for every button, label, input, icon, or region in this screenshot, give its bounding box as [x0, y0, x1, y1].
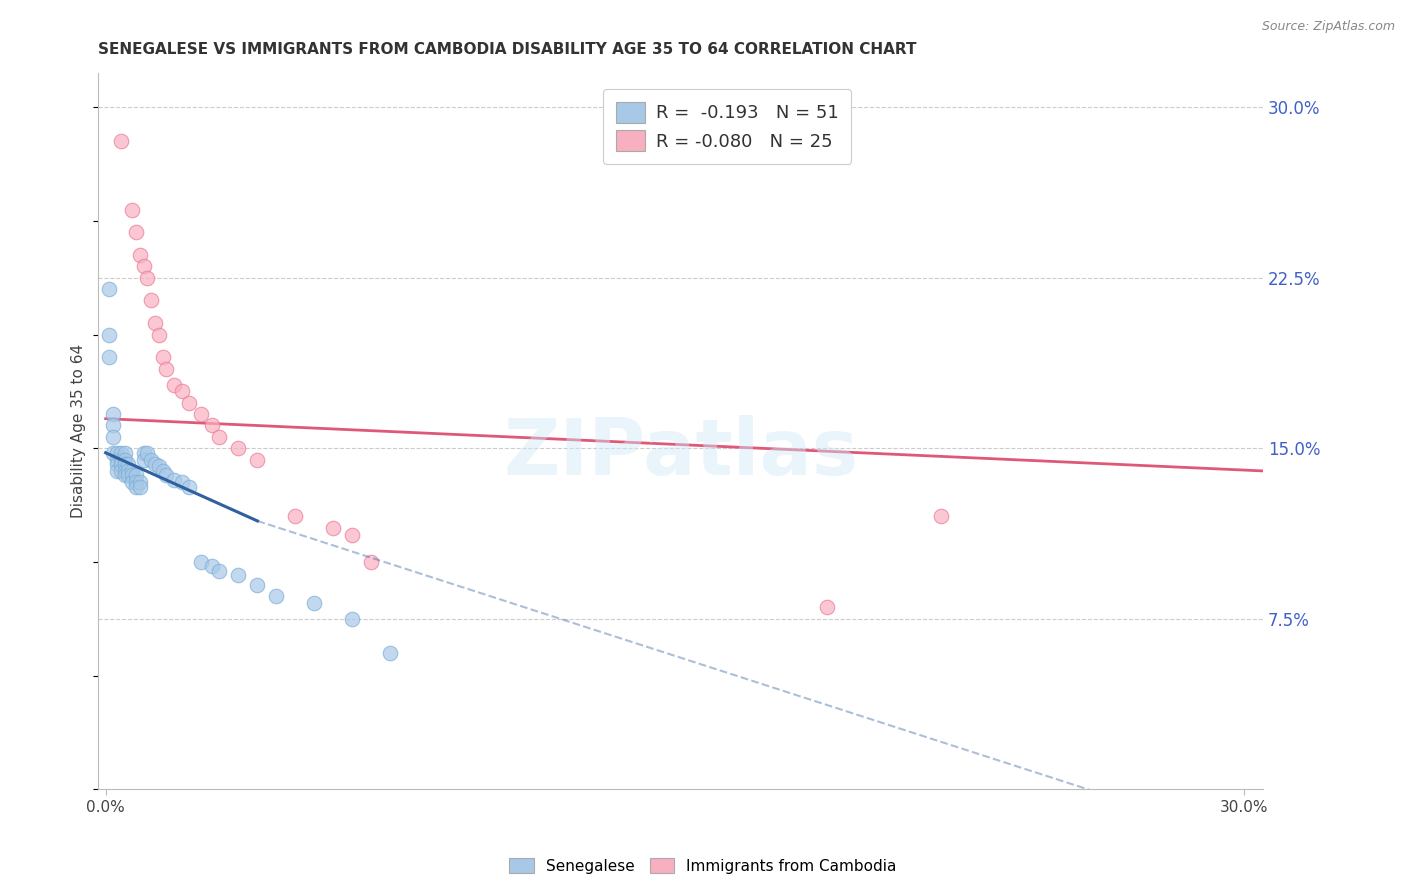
Point	[128, 475, 150, 490]
Point	[170, 475, 193, 490]
Point	[342, 527, 364, 541]
Point	[201, 559, 224, 574]
Point	[266, 589, 288, 603]
Point	[121, 475, 143, 490]
Point	[98, 282, 121, 296]
Point	[132, 452, 155, 467]
Point	[929, 509, 952, 524]
Point	[128, 480, 150, 494]
Point	[190, 407, 212, 421]
Point	[125, 468, 148, 483]
Point	[190, 555, 212, 569]
Point	[125, 480, 148, 494]
Point	[148, 327, 170, 342]
Point	[155, 468, 177, 483]
Point	[103, 430, 125, 444]
Text: ZIPatlas: ZIPatlas	[503, 415, 858, 491]
Point	[208, 564, 231, 578]
Point	[103, 418, 125, 433]
Legend: R =  -0.193   N = 51, R = -0.080   N = 25: R = -0.193 N = 51, R = -0.080 N = 25	[603, 89, 851, 163]
Point	[228, 568, 250, 582]
Point	[141, 452, 163, 467]
Point	[246, 577, 269, 591]
Point	[815, 600, 838, 615]
Point	[103, 407, 125, 421]
Point	[152, 351, 174, 365]
Point	[132, 446, 155, 460]
Point	[170, 384, 193, 399]
Point	[143, 457, 166, 471]
Point	[110, 452, 132, 467]
Point	[179, 480, 201, 494]
Point	[105, 452, 128, 467]
Point	[114, 452, 136, 467]
Point	[136, 270, 159, 285]
Point	[98, 351, 121, 365]
Point	[114, 464, 136, 478]
Point	[284, 509, 307, 524]
Point	[114, 468, 136, 483]
Point	[141, 293, 163, 308]
Point	[148, 459, 170, 474]
Point	[121, 468, 143, 483]
Point	[143, 316, 166, 330]
Point	[125, 475, 148, 490]
Point	[110, 135, 132, 149]
Point	[105, 464, 128, 478]
Point	[110, 446, 132, 460]
Point	[246, 452, 269, 467]
Point	[163, 377, 186, 392]
Point	[98, 327, 121, 342]
Point	[152, 464, 174, 478]
Text: Source: ZipAtlas.com: Source: ZipAtlas.com	[1261, 20, 1395, 33]
Point	[360, 555, 382, 569]
Point	[155, 361, 177, 376]
Point	[117, 457, 139, 471]
Point	[136, 446, 159, 460]
Point	[117, 468, 139, 483]
Point	[201, 418, 224, 433]
Point	[105, 457, 128, 471]
Point	[110, 457, 132, 471]
Point	[121, 202, 143, 217]
Point	[132, 260, 155, 274]
Text: SENEGALESE VS IMMIGRANTS FROM CAMBODIA DISABILITY AGE 35 TO 64 CORRELATION CHART: SENEGALESE VS IMMIGRANTS FROM CAMBODIA D…	[98, 42, 917, 57]
Point	[110, 464, 132, 478]
Point	[117, 464, 139, 478]
Point	[179, 396, 201, 410]
Point	[121, 464, 143, 478]
Point	[304, 596, 326, 610]
Point	[163, 473, 186, 487]
Point	[114, 457, 136, 471]
Point	[322, 521, 344, 535]
Y-axis label: Disability Age 35 to 64: Disability Age 35 to 64	[72, 344, 86, 518]
Point	[103, 446, 125, 460]
Point	[114, 446, 136, 460]
Point	[228, 441, 250, 455]
Legend: Senegalese, Immigrants from Cambodia: Senegalese, Immigrants from Cambodia	[503, 852, 903, 880]
Point	[128, 248, 150, 262]
Point	[125, 225, 148, 239]
Point	[342, 612, 364, 626]
Point	[208, 430, 231, 444]
Point	[380, 646, 402, 660]
Point	[105, 446, 128, 460]
